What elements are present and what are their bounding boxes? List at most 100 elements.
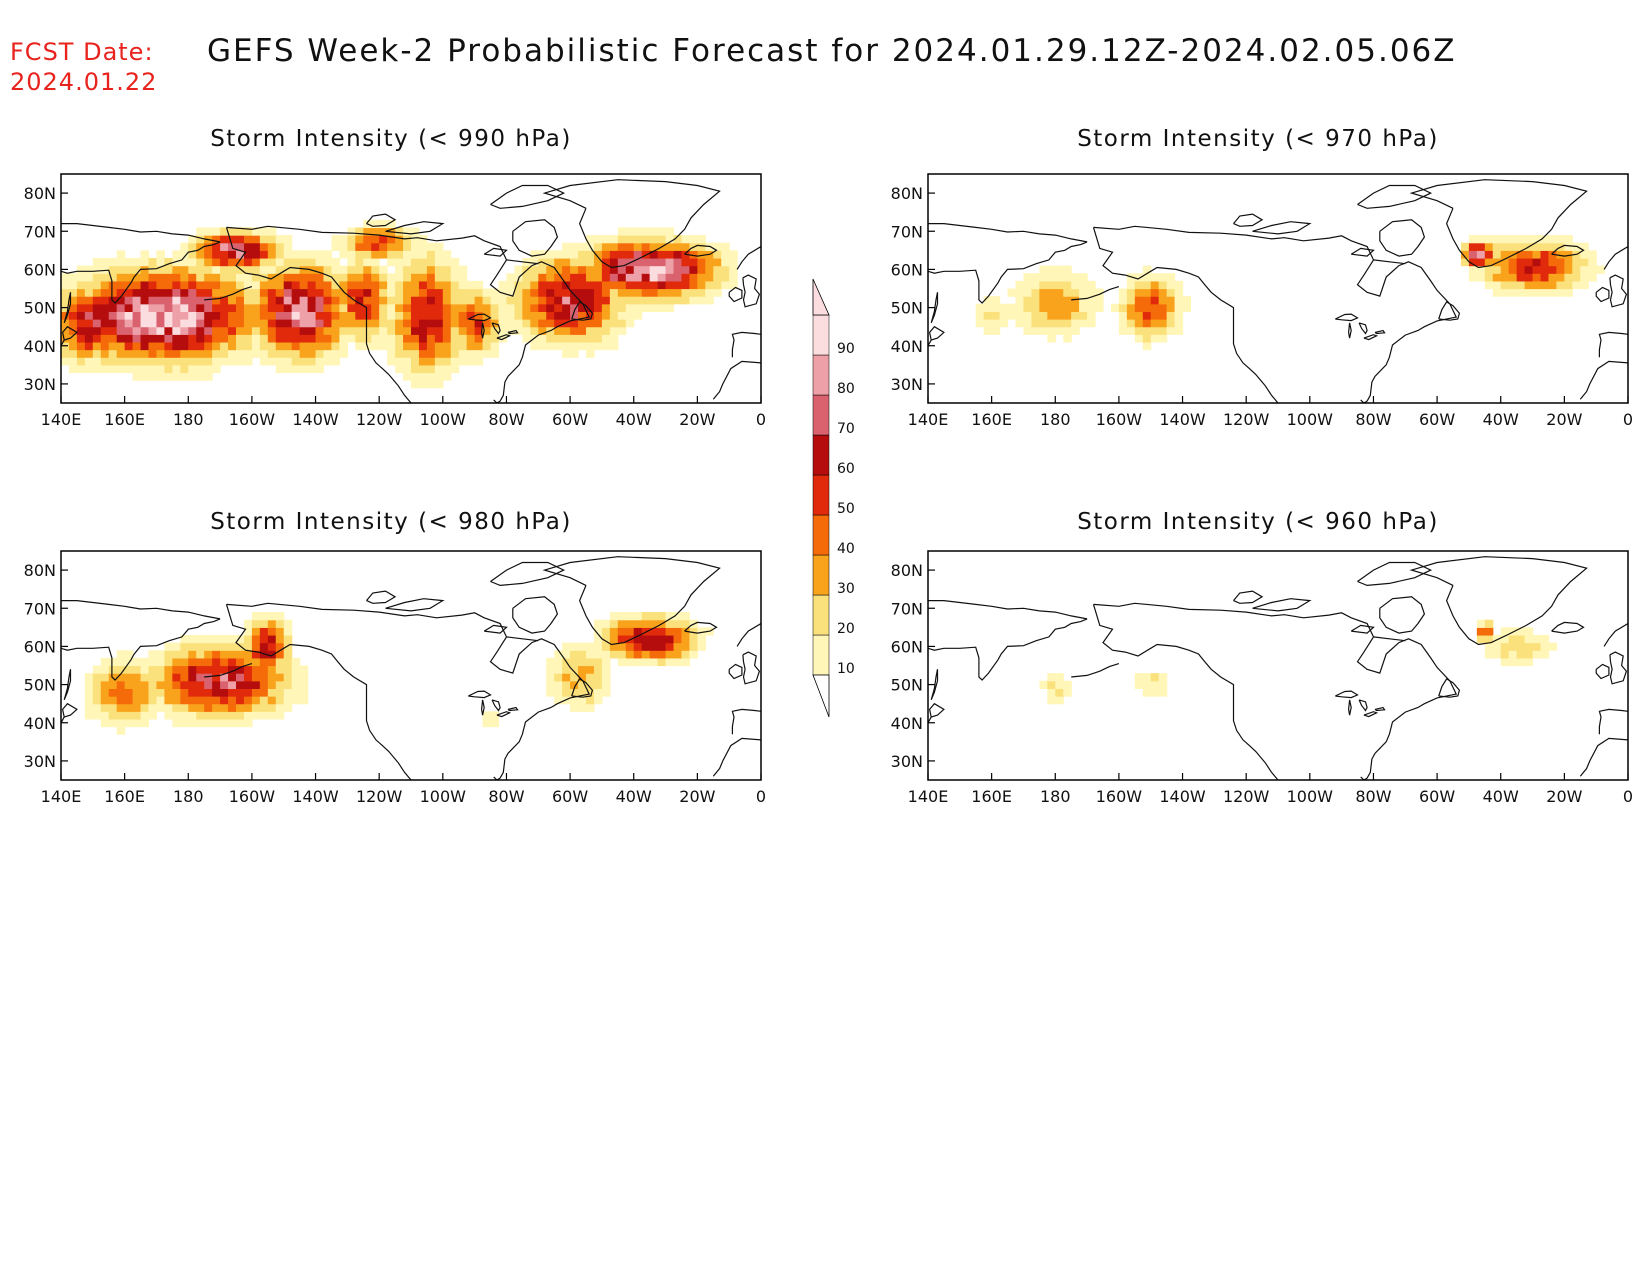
probability-cell [124,696,134,705]
probability-cell [259,257,269,267]
probability-cell [379,288,388,297]
lat-tick-label: 30N [24,375,56,394]
lon-tick-label: 180 [1040,410,1071,429]
probability-cell [562,311,571,320]
probability-cell [251,612,261,621]
probability-cell [251,334,261,343]
probability-cell [586,650,595,659]
probability-cell [617,265,627,274]
probability-cell [593,642,603,651]
probability-cell [665,634,675,644]
probability-cell [649,627,659,636]
probability-cell [411,311,420,320]
probability-cell [1055,311,1064,320]
probability-cell [506,296,516,305]
probability-cell [426,341,436,351]
probability-cell [562,688,571,697]
probability-cell [283,696,293,705]
probability-cell [466,357,476,366]
probability-cell [387,341,396,351]
probability-cell [188,349,197,358]
probability-cell [100,257,110,267]
probability-cell [665,273,675,282]
probability-cell [315,349,325,358]
probability-cell [196,288,205,297]
probability-cell [204,250,213,259]
probability-cell [299,364,309,374]
probability-cell [665,257,675,267]
probability-cell [307,357,317,366]
probability-cell [299,319,309,328]
probability-cell [1532,257,1542,267]
probability-cell [283,673,293,682]
probability-cell [100,296,110,305]
probability-cell [315,288,325,297]
probability-cell [92,680,102,689]
probability-cell [411,341,420,351]
probability-cell [1540,642,1550,651]
probability-cell [164,688,173,697]
probability-cell [1126,326,1136,335]
probability-cell [713,288,722,297]
probability-cell [156,250,166,259]
probability-cell [530,280,539,290]
probability-cell [1158,673,1168,682]
probability-cell [156,372,166,381]
map-panel: Storm Intensity (< 990 hPa)140E 160E 180 16… [24,126,766,429]
probability-cell [641,280,651,290]
probability-cell [323,303,333,312]
probability-cell [291,273,301,282]
probability-cell [251,265,261,274]
probability-cell [713,242,722,251]
probability-cell [124,680,134,689]
probability-cell [514,280,523,290]
map-frame [927,550,1629,781]
probability-cell [570,703,579,712]
probability-cell [490,718,500,728]
probability-cell [291,265,301,274]
probability-cell [625,650,635,659]
probability-cell [331,296,341,305]
probability-cell [251,703,261,712]
probability-cell [164,319,173,328]
map-panel: Storm Intensity (< 970 hPa)140E 160E 180 16… [891,126,1633,429]
probability-cell [156,288,166,297]
probability-cell [355,296,364,305]
probability-cell [1150,311,1160,320]
probability-cell [395,288,404,297]
probability-cell [1126,296,1136,305]
probability-cell [1564,257,1573,267]
probability-cell [116,280,126,290]
probability-cell [92,665,102,674]
probability-cell [1174,311,1184,320]
probability-cell [1508,257,1518,267]
coastline-newfoundland [571,301,594,321]
probability-cell [1047,673,1056,682]
probability-cell [1055,680,1064,689]
probability-cell [554,696,563,705]
probability-cell [236,280,245,290]
probability-cell [1118,319,1128,328]
probability-cell [180,326,189,335]
probability-cell [267,296,277,305]
coastline-lakeErie [1363,334,1379,341]
probability-cell [228,665,237,674]
probability-cell [164,711,173,720]
probability-cell [1500,265,1510,274]
probability-cell [220,319,229,328]
probability-cell [92,341,102,351]
probability-cell [482,288,492,297]
probability-cell [315,364,325,374]
probability-cell [188,680,197,689]
probability-cell [562,334,571,343]
probability-cell [641,612,651,621]
probability-cell [283,288,293,297]
coastline-baffin [1379,219,1426,257]
probability-cell [554,303,563,312]
probability-cell [434,334,444,343]
probability-cell [116,349,126,358]
probability-cell [355,303,364,312]
probability-cell [498,296,508,305]
probability-cell [267,235,277,244]
coastline-japan [61,702,78,724]
